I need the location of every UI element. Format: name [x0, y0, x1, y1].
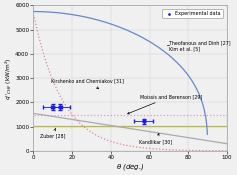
- X-axis label: $\theta$ (deg.): $\theta$ (deg.): [116, 162, 145, 172]
- Text: Theofanous and Dinh [27]
Kim et al. [5]: Theofanous and Dinh [27] Kim et al. [5]: [169, 40, 231, 51]
- Text: Kandlikar [30]: Kandlikar [30]: [139, 134, 172, 144]
- Text: Zuber [28]: Zuber [28]: [40, 128, 65, 138]
- Text: Kirshenko and Cherniakov [31]: Kirshenko and Cherniakov [31]: [51, 78, 124, 89]
- Text: Moissis and Berenson [29]: Moissis and Berenson [29]: [128, 94, 202, 114]
- Legend: Experimental data: Experimental data: [162, 9, 223, 18]
- Y-axis label: $q''_{CHF}$ (kW/m$^2$): $q''_{CHF}$ (kW/m$^2$): [4, 57, 14, 100]
